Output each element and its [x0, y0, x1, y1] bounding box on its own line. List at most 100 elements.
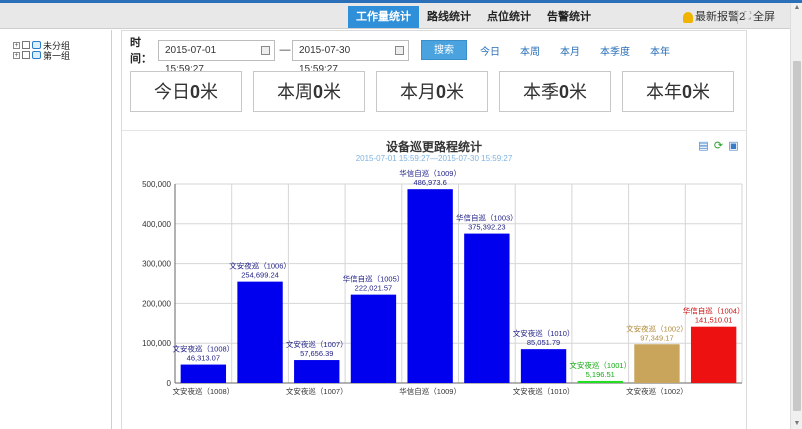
y-tick-label: 0: [167, 379, 172, 388]
tab-point-stats[interactable]: 点位统计: [479, 6, 539, 28]
scroll-up-arrow-icon[interactable]: ▲: [792, 3, 802, 13]
fullscreen-button[interactable]: ⛶ 全屏: [744, 7, 775, 27]
y-tick-label: 400,000: [142, 220, 171, 229]
bar-value-label: 254,699.24: [241, 271, 279, 280]
stat-week-value: 0: [313, 82, 323, 102]
y-tick-label: 300,000: [142, 260, 171, 269]
fullscreen-icon: ⛶: [744, 7, 751, 27]
scroll-down-arrow-icon[interactable]: ▼: [792, 419, 802, 429]
bar-value-label: 486,973.6: [413, 178, 446, 187]
search-button[interactable]: 搜索: [421, 40, 467, 60]
bar-value-label: 141,510.01: [695, 316, 733, 325]
fullscreen-label: 全屏: [753, 7, 775, 27]
x-tick-label: 华信自巡（1009）: [399, 386, 461, 396]
tab-route-stats[interactable]: 路线统计: [419, 6, 479, 28]
bar-category-label: 华信自巡（1004）: [683, 306, 745, 316]
bar: [464, 234, 509, 383]
stat-week: 本周0米: [253, 71, 365, 112]
vertical-scrollbar[interactable]: ▲ ▼: [790, 3, 802, 429]
y-tick-label: 200,000: [142, 299, 171, 308]
bar-category-label: 华信自巡（1005）: [343, 274, 405, 284]
bar: [407, 189, 452, 383]
stat-month: 本月0米: [376, 71, 488, 112]
latest-alarm-link[interactable]: 最新报警2: [683, 7, 745, 27]
stat-quarter-value: 0: [559, 82, 569, 102]
stat-quarter: 本季0米: [499, 71, 611, 112]
x-tick-label: 文安夜巡（1002）: [626, 386, 688, 396]
bar-value-label: 57,656.39: [300, 349, 333, 358]
time-filter-row: 时间： 2015-07-01 15:59:27 — 2015-07-30 15:…: [130, 39, 684, 61]
y-tick-label: 100,000: [142, 339, 171, 348]
calendar-icon[interactable]: [261, 46, 270, 55]
bar: [237, 282, 282, 383]
header-divider: [737, 10, 738, 24]
quick-link-month[interactable]: 本月: [560, 43, 580, 58]
bar: [351, 295, 396, 383]
stat-year-label: 本年: [646, 82, 682, 102]
y-tick-label: 500,000: [142, 180, 171, 189]
bar: [181, 365, 226, 383]
quick-link-today[interactable]: 今日: [480, 43, 500, 58]
tree-item-group-one[interactable]: + 第一组: [13, 49, 70, 61]
expand-icon[interactable]: +: [13, 52, 20, 59]
quick-link-quarter[interactable]: 本季度: [600, 43, 630, 58]
stat-today-label: 今日: [154, 82, 190, 102]
bar-category-label: 文安夜巡（1001）: [569, 360, 631, 370]
bar-value-label: 375,392.23: [468, 223, 506, 232]
stat-month-value: 0: [436, 82, 446, 102]
stat-today: 今日0米: [130, 71, 242, 112]
end-date-value: 2015-07-30 15:59:27: [299, 45, 350, 75]
bar: [634, 344, 679, 383]
calendar-icon[interactable]: [395, 46, 404, 55]
bar-chart-svg: 0 100,000 200,000 300,000 400,000 500,000 文安夜巡…: [122, 131, 746, 429]
bell-icon: [683, 12, 693, 23]
group-tree-sidebar: + 未分组 + 第一组: [0, 30, 112, 429]
bar-value-label: 97,349.17: [640, 333, 673, 342]
bar-category-label: 文安夜巡（1002）: [626, 323, 688, 333]
date-range-dash: —: [278, 44, 292, 56]
bar: [521, 349, 566, 383]
group-checkbox[interactable]: [22, 41, 30, 49]
nav-tabs: 工作量统计 路线统计 点位统计 告警统计: [348, 6, 599, 28]
start-date-input[interactable]: 2015-07-01 15:59:27: [158, 40, 275, 61]
x-tick-label: 文安夜巡（1008）: [173, 386, 235, 396]
stat-year-value: 0: [682, 82, 692, 102]
bar: [691, 327, 736, 383]
end-date-input[interactable]: 2015-07-30 15:59:27: [292, 40, 409, 61]
group-checkbox[interactable]: [22, 51, 30, 59]
time-label: 时间：: [130, 34, 158, 66]
bar-category-label: 文安夜巡（1007）: [286, 339, 348, 349]
x-tick-label: 文安夜巡（1007）: [286, 386, 348, 396]
bar: [578, 381, 623, 383]
patrol-distance-chart: 设备巡更路程统计 2015-07-01 15:59:27—2015-07-30 …: [122, 131, 746, 429]
start-date-value: 2015-07-01 15:59:27: [165, 45, 216, 75]
bar-value-label: 85,051.79: [527, 338, 560, 347]
stat-today-value: 0: [190, 82, 200, 102]
stat-month-label: 本月: [400, 82, 436, 102]
stat-year-unit: 米: [692, 82, 710, 102]
top-navigation-bar: 工作量统计 路线统计 点位统计 告警统计 最新报警2 ⛶ 全屏: [0, 3, 790, 29]
expand-icon[interactable]: +: [13, 42, 20, 49]
group-folder-icon: [32, 51, 41, 59]
stat-week-unit: 米: [323, 82, 341, 102]
quick-link-week[interactable]: 本周: [520, 43, 540, 58]
group-folder-icon: [32, 41, 41, 49]
bar-category-label: 华信自巡（1009）: [399, 168, 461, 178]
bar-category-label: 文安夜巡（1006）: [229, 261, 291, 271]
tab-workload-stats[interactable]: 工作量统计: [348, 6, 419, 28]
x-tick-label: 文安夜巡（1010）: [513, 386, 575, 396]
bar-category-label: 文安夜巡（1010）: [513, 328, 575, 338]
stat-quarter-label: 本季: [523, 82, 559, 102]
stat-week-label: 本周: [277, 82, 313, 102]
stat-today-unit: 米: [200, 82, 218, 102]
bar-category-label: 文安夜巡（1008）: [173, 344, 235, 354]
stat-month-unit: 米: [446, 82, 464, 102]
bar-category-label: 华信自巡（1003）: [456, 213, 518, 223]
scroll-thumb[interactable]: [793, 61, 801, 411]
stat-year: 本年0米: [622, 71, 734, 112]
bar-value-label: 46,313.07: [187, 354, 220, 363]
bar: [294, 360, 339, 383]
quick-link-year[interactable]: 本年: [650, 43, 670, 58]
bar-value-label: 5,196.51: [586, 370, 615, 379]
tab-alarm-stats[interactable]: 告警统计: [539, 6, 599, 28]
